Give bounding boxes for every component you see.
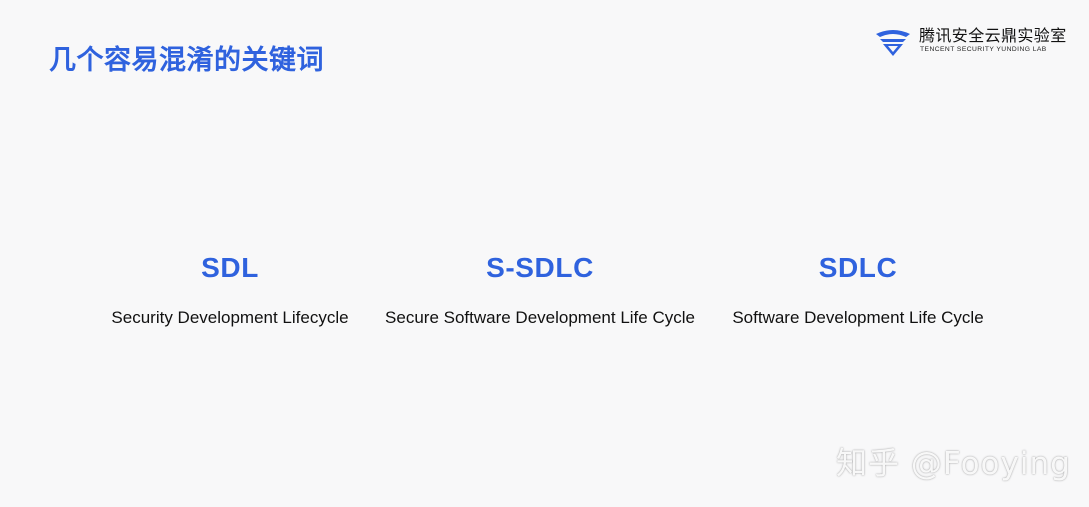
term-block-s-sdlc: S-SDLC Secure Software Development Life … <box>370 252 710 328</box>
term-full-name: Secure Software Development Life Cycle <box>385 308 695 327</box>
term-block-sdlc: SDLC Software Development Life Cycle <box>718 252 998 328</box>
term-acronym: S-SDLC <box>486 252 594 283</box>
watermark: 知乎 @Fooying <box>836 446 1071 482</box>
term-full-name: Security Development Lifecycle <box>111 308 349 327</box>
term-block-sdl: SDL Security Development Lifecycle <box>90 252 370 328</box>
brand-subtitle: TENCENT SECURITY YUNDING LAB <box>920 46 1047 53</box>
term-acronym: SDLC <box>818 252 898 283</box>
term-acronym: SDL <box>201 252 259 283</box>
page-title: 几个容易混淆的关键词 <box>49 45 324 76</box>
term-full-name: Software Development Life Cycle <box>732 308 984 327</box>
tencent-yunding-shield-logo-icon <box>876 30 910 56</box>
brand-name: 腾讯安全云鼎实验室 <box>919 26 1067 45</box>
brand-header: 腾讯安全云鼎实验室 TENCENT SECURITY YUNDING LAB <box>874 26 1069 62</box>
